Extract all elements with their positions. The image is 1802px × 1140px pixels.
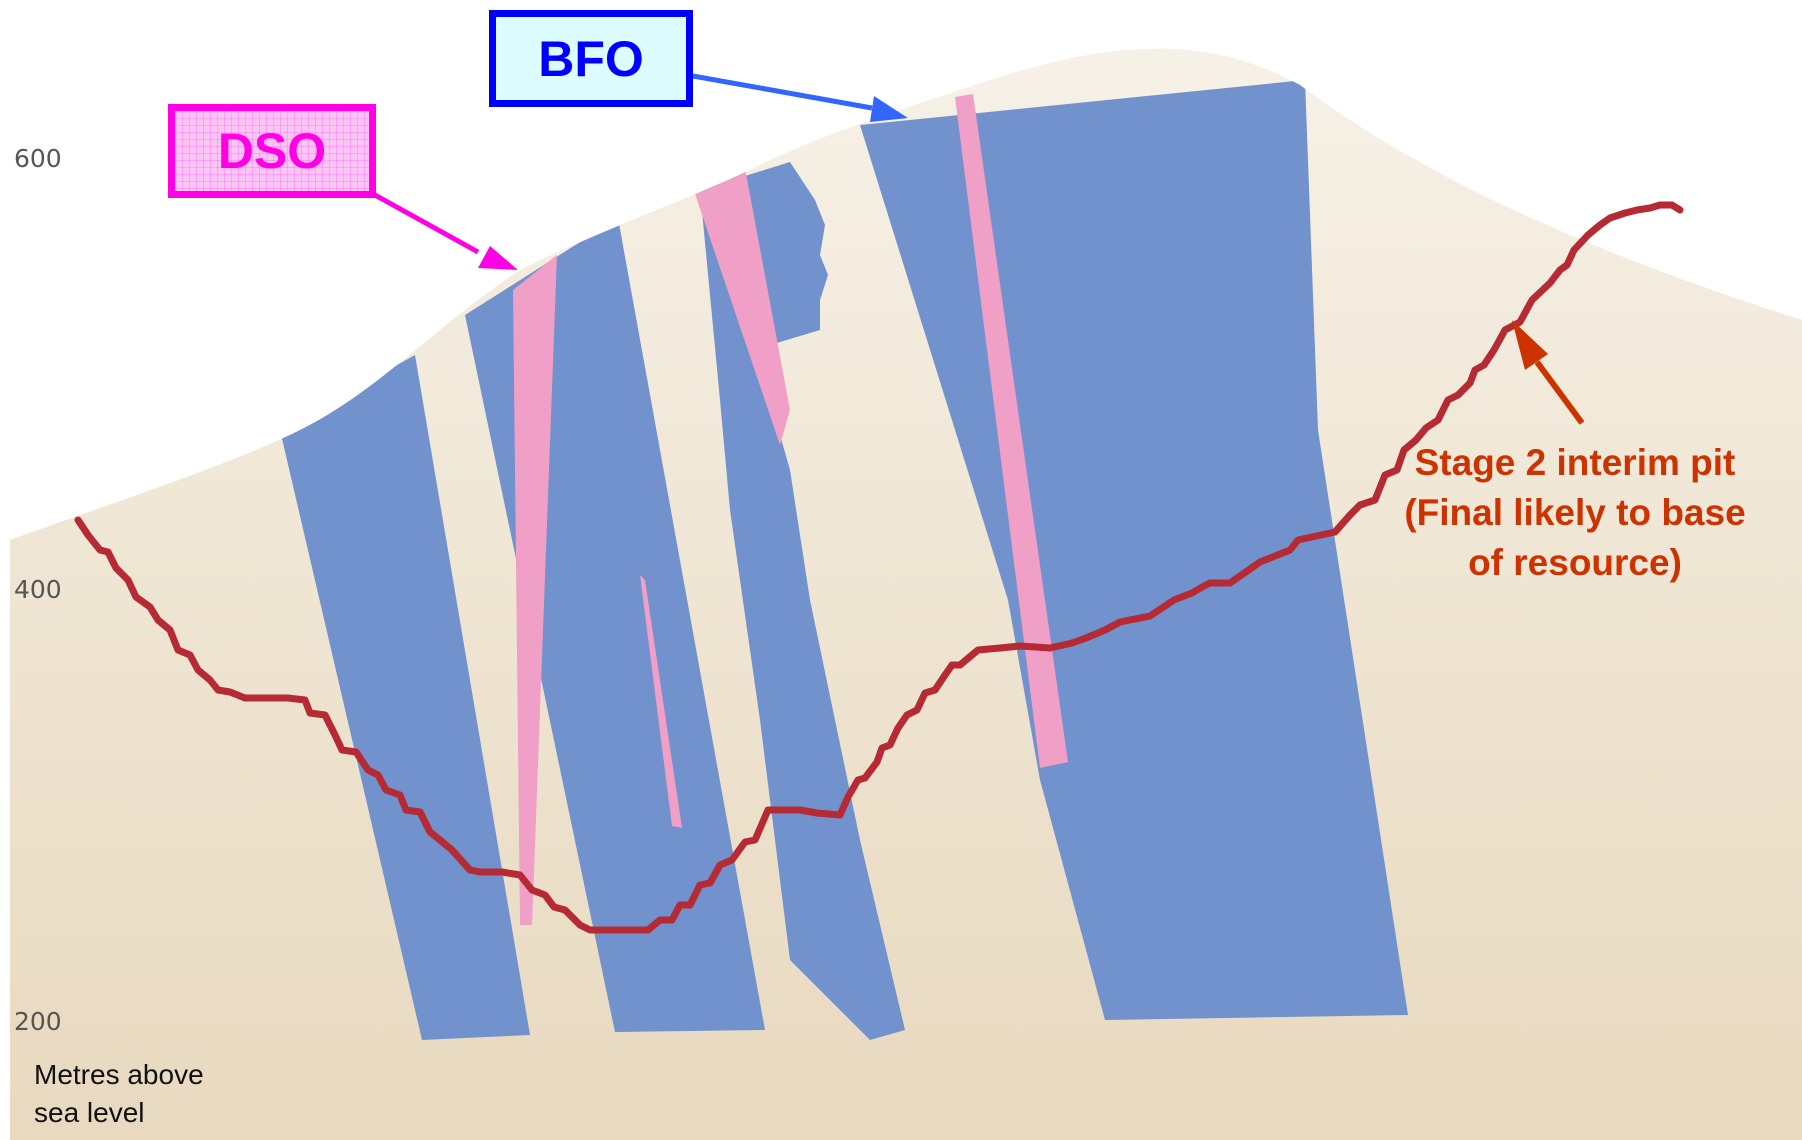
dso-label-box: DSO [168, 104, 376, 198]
pit-annotation-line-2: (Final likely to base [1404, 492, 1746, 533]
dso-label: DSO [217, 123, 327, 179]
dso-zones [513, 94, 1068, 925]
axis-caption-line-1: Metres above [34, 1059, 204, 1090]
axis-caption: Metres above sea level [34, 1056, 294, 1132]
pit-annotation-line-1: Stage 2 interim pit [1414, 442, 1736, 483]
dso-zone-2 [640, 575, 682, 828]
bfo-label-box: BFO [489, 10, 693, 107]
bfo-label: BFO [538, 30, 644, 87]
pit-outline [74, 201, 1684, 934]
dso-zone-4 [955, 94, 1068, 768]
bfo-pointer-arrow [692, 73, 908, 122]
axis-caption-line-2: sea level [34, 1097, 145, 1128]
axis-tick-200: 200 [14, 1007, 62, 1036]
pit-annotation: Stage 2 interim pit (Final likely to bas… [1355, 438, 1795, 588]
dso-pointer-arrow [373, 192, 518, 270]
pit-annotation-line-3: of resource) [1468, 542, 1682, 583]
axis-tick-400: 400 [14, 575, 62, 604]
dso-zone-1 [513, 255, 557, 925]
dso-zone-3 [692, 168, 790, 445]
axis-tick-600: 600 [14, 144, 62, 173]
pit-pointer-arrow [1512, 320, 1585, 425]
bfo-body-3 [700, 162, 905, 1040]
